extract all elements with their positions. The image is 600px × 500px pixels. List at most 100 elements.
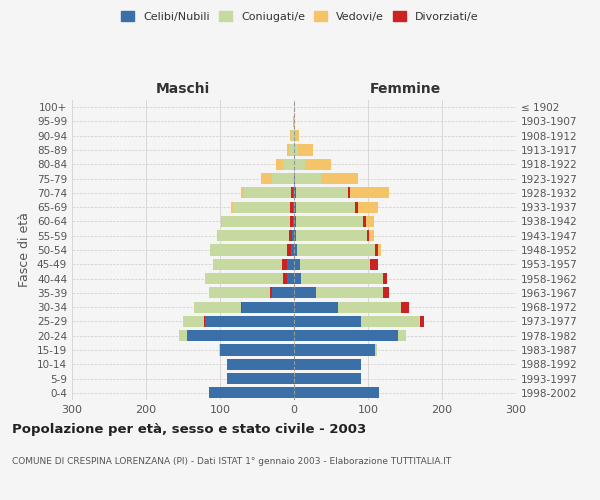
Bar [374,244,380,256]
Bar [295,130,299,141]
Bar [294,244,297,256]
Bar [374,244,379,256]
Bar [293,216,294,227]
Bar [294,188,296,198]
Bar [294,388,379,398]
Bar [376,344,377,356]
Bar [290,216,293,227]
Bar [290,130,292,141]
Bar [282,258,287,270]
Bar [209,388,294,398]
Bar [300,258,370,270]
Text: Popolazione per età, sesso e stato civile - 2003: Popolazione per età, sesso e stato civil… [12,422,366,436]
Bar [298,144,313,156]
Bar [316,288,383,298]
Bar [241,188,244,198]
Bar [367,230,374,241]
Bar [294,344,376,356]
Bar [294,288,316,298]
Bar [194,302,242,312]
Bar [294,158,305,170]
Bar [290,202,293,212]
Bar [292,230,294,241]
Bar [294,316,361,327]
Bar [187,330,294,342]
Bar [383,273,384,284]
Bar [361,316,420,327]
Bar [296,230,367,241]
Bar [290,144,294,156]
Text: Femmine: Femmine [370,82,440,96]
Bar [296,202,355,212]
Legend: Celibi/Nubili, Coniugati/e, Vedovi/e, Divorziati/e: Celibi/Nubili, Coniugati/e, Vedovi/e, Di… [118,8,482,25]
Bar [293,116,294,127]
Bar [287,144,290,156]
Bar [370,258,374,270]
Bar [289,230,292,241]
Text: Maschi: Maschi [156,82,210,96]
Bar [383,288,389,298]
Bar [294,258,300,270]
Bar [241,302,242,312]
Bar [287,273,294,284]
Bar [367,230,370,241]
Text: COMUNE DI CRESPINA LORENZANA (PI) - Dati ISTAT 1° gennaio 2003 - Elaborazione TU: COMUNE DI CRESPINA LORENZANA (PI) - Dati… [12,458,451,466]
Bar [283,158,294,170]
Bar [294,130,295,141]
Bar [179,330,187,342]
Bar [294,358,361,370]
Bar [292,130,294,141]
Bar [296,216,363,227]
Bar [212,258,287,270]
Bar [231,202,233,212]
Bar [205,316,294,327]
Bar [269,288,272,298]
Bar [383,273,386,284]
Bar [220,344,294,356]
Bar [227,358,294,370]
Bar [294,273,301,284]
Bar [291,244,294,256]
Bar [293,202,294,212]
Bar [294,302,338,312]
Bar [294,230,296,241]
Bar [272,173,294,184]
Bar [221,216,222,227]
Bar [294,144,298,156]
Bar [260,173,272,184]
Bar [204,316,205,327]
Bar [209,244,291,256]
Bar [227,373,294,384]
Bar [294,173,295,184]
Bar [294,216,296,227]
Y-axis label: Anni di nascita: Anni di nascita [597,204,600,296]
Bar [205,273,287,284]
Bar [295,173,322,184]
Bar [355,202,377,212]
Bar [398,330,406,342]
Bar [217,230,218,241]
Bar [283,273,287,284]
Bar [294,373,361,384]
Bar [287,244,291,256]
Bar [218,344,220,356]
Bar [401,302,409,312]
Bar [297,244,374,256]
Bar [305,158,331,170]
Bar [242,302,294,312]
Bar [348,188,349,198]
Bar [363,216,374,227]
Bar [294,330,398,342]
Bar [291,188,293,198]
Bar [183,316,205,327]
Bar [301,273,383,284]
Bar [294,116,295,127]
Bar [218,230,292,241]
Y-axis label: Fasce di età: Fasce di età [19,212,31,288]
Bar [287,258,294,270]
Bar [296,188,348,198]
Bar [355,202,358,212]
Bar [272,288,294,298]
Bar [209,288,272,298]
Bar [275,158,283,170]
